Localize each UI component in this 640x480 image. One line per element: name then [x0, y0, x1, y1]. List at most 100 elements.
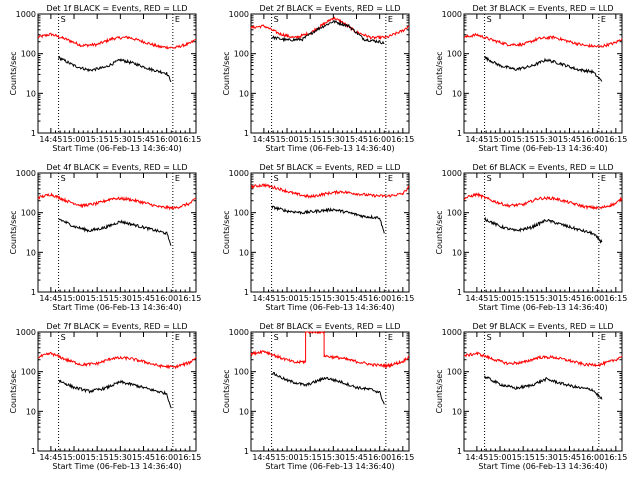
y-tick-label: 1000 [442, 328, 462, 337]
chart-title: Det 6f BLACK = Events, RED = LLD [472, 163, 613, 172]
chart-title: Det 7f BLACK = Events, RED = LLD [46, 322, 187, 331]
chart-panel: Det 8f BLACK = Events, RED = LLD 1 10 100 10… [222, 322, 414, 471]
lld-series-line [37, 32, 197, 50]
y-axis-label: Counts/sec [9, 210, 18, 254]
x-tick-label: 14:45 [39, 453, 62, 462]
x-axis-label: Start Time (06-Feb-13 14:36:40) [478, 462, 607, 471]
x-tick-label: 15:15 [86, 294, 109, 303]
y-tick-label: 100 [447, 50, 462, 59]
x-axis-label: Start Time (06-Feb-13 14:36:40) [265, 303, 394, 312]
y-tick-label: 1 [31, 288, 36, 297]
y-tick-label: 1 [457, 288, 462, 297]
x-tick-label: 16:15 [391, 294, 414, 303]
y-tick-label: 1 [31, 447, 36, 456]
x-tick-label: 16:15 [604, 135, 627, 144]
x-tick-label: 15:00 [62, 453, 85, 462]
time-marker-label: S [487, 15, 492, 24]
x-axis-label: Start Time (06-Feb-13 14:36:40) [52, 462, 181, 471]
time-marker-label: S [487, 333, 492, 342]
x-axis-label: Start Time (06-Feb-13 14:36:40) [478, 303, 607, 312]
x-tick-label: 15:30 [322, 135, 345, 144]
events-series-line [58, 218, 172, 246]
x-tick-label: 16:00 [581, 453, 604, 462]
y-tick-label: 10 [26, 89, 36, 98]
x-tick-label: 14:45 [252, 135, 275, 144]
x-tick-label: 15:15 [512, 294, 535, 303]
lld-series-line [250, 183, 410, 199]
x-tick-label: 16:15 [178, 453, 201, 462]
y-tick-label: 1000 [229, 169, 249, 178]
chart-title: Det 5f BLACK = Events, RED = LLD [259, 163, 400, 172]
plot-frame [37, 13, 197, 134]
x-tick-label: 14:45 [39, 135, 62, 144]
time-marker-label: E [175, 15, 180, 24]
x-tick-label: 15:30 [109, 294, 132, 303]
y-tick-label: 1 [457, 447, 462, 456]
y-tick-label: 100 [234, 368, 249, 377]
y-axis-label: Counts/sec [222, 51, 231, 95]
events-series-line [58, 55, 172, 82]
x-tick-label: 16:00 [155, 294, 178, 303]
y-tick-label: 1 [244, 288, 249, 297]
x-tick-label: 15:45 [132, 294, 155, 303]
chart-title: Det 9f BLACK = Events, RED = LLD [472, 322, 613, 331]
events-series-line [271, 371, 385, 405]
y-axis-label: Counts/sec [435, 51, 444, 95]
y-axis-label: Counts/sec [222, 210, 231, 254]
y-tick-label: 100 [21, 50, 36, 59]
y-axis-label: Counts/sec [435, 369, 444, 413]
y-tick-label: 10 [239, 248, 249, 257]
chart-title: Det 3f BLACK = Events, RED = LLD [472, 4, 613, 13]
x-tick-label: 16:15 [178, 135, 201, 144]
y-tick-label: 100 [234, 209, 249, 218]
y-tick-label: 1 [244, 129, 249, 138]
time-marker-label: E [388, 174, 393, 183]
x-tick-label: 15:15 [86, 135, 109, 144]
x-tick-label: 14:45 [252, 294, 275, 303]
events-series-line [58, 379, 172, 409]
plot-frame [250, 13, 410, 134]
y-tick-label: 1 [244, 447, 249, 456]
y-tick-label: 10 [452, 248, 462, 257]
time-marker-label: S [61, 174, 66, 183]
y-tick-label: 10 [452, 407, 462, 416]
time-marker-label: E [388, 333, 393, 342]
x-tick-label: 15:45 [558, 453, 581, 462]
x-tick-label: 15:45 [558, 135, 581, 144]
time-marker-label: S [274, 174, 279, 183]
x-tick-label: 14:45 [252, 453, 275, 462]
time-marker-label: S [61, 333, 66, 342]
events-series-line [271, 205, 385, 234]
y-tick-label: 1000 [442, 10, 462, 19]
y-tick-label: 10 [26, 248, 36, 257]
x-tick-label: 16:00 [581, 135, 604, 144]
y-tick-label: 10 [26, 407, 36, 416]
x-tick-label: 15:15 [299, 453, 322, 462]
chart-panel: Det 6f BLACK = Events, RED = LLD 1 10 100 10… [435, 163, 627, 312]
x-tick-label: 15:00 [275, 294, 298, 303]
events-series-line [484, 375, 603, 400]
x-tick-label: 16:00 [368, 135, 391, 144]
y-tick-label: 100 [447, 368, 462, 377]
chart-panel: Det 3f BLACK = Events, RED = LLD 1 10 100 10… [435, 4, 627, 153]
x-tick-label: 16:00 [368, 294, 391, 303]
lld-series-line [463, 192, 623, 211]
events-series-line [484, 55, 603, 82]
x-tick-label: 16:15 [391, 453, 414, 462]
y-tick-label: 1000 [229, 10, 249, 19]
x-tick-label: 14:45 [465, 453, 488, 462]
x-tick-label: 16:00 [368, 453, 391, 462]
y-tick-label: 1 [457, 129, 462, 138]
y-axis-label: Counts/sec [9, 51, 18, 95]
time-marker-label: S [274, 15, 279, 24]
chart-title: Det 1f BLACK = Events, RED = LLD [46, 4, 187, 13]
events-series-line [271, 19, 385, 45]
time-marker-label: E [601, 333, 606, 342]
lld-series-line [463, 351, 623, 368]
x-tick-label: 15:45 [558, 294, 581, 303]
x-tick-label: 14:45 [39, 294, 62, 303]
events-series-line [484, 216, 603, 244]
x-tick-label: 16:15 [604, 294, 627, 303]
x-tick-label: 15:45 [345, 453, 368, 462]
chart-panel: Det 9f BLACK = Events, RED = LLD 1 10 100 10… [435, 322, 627, 471]
